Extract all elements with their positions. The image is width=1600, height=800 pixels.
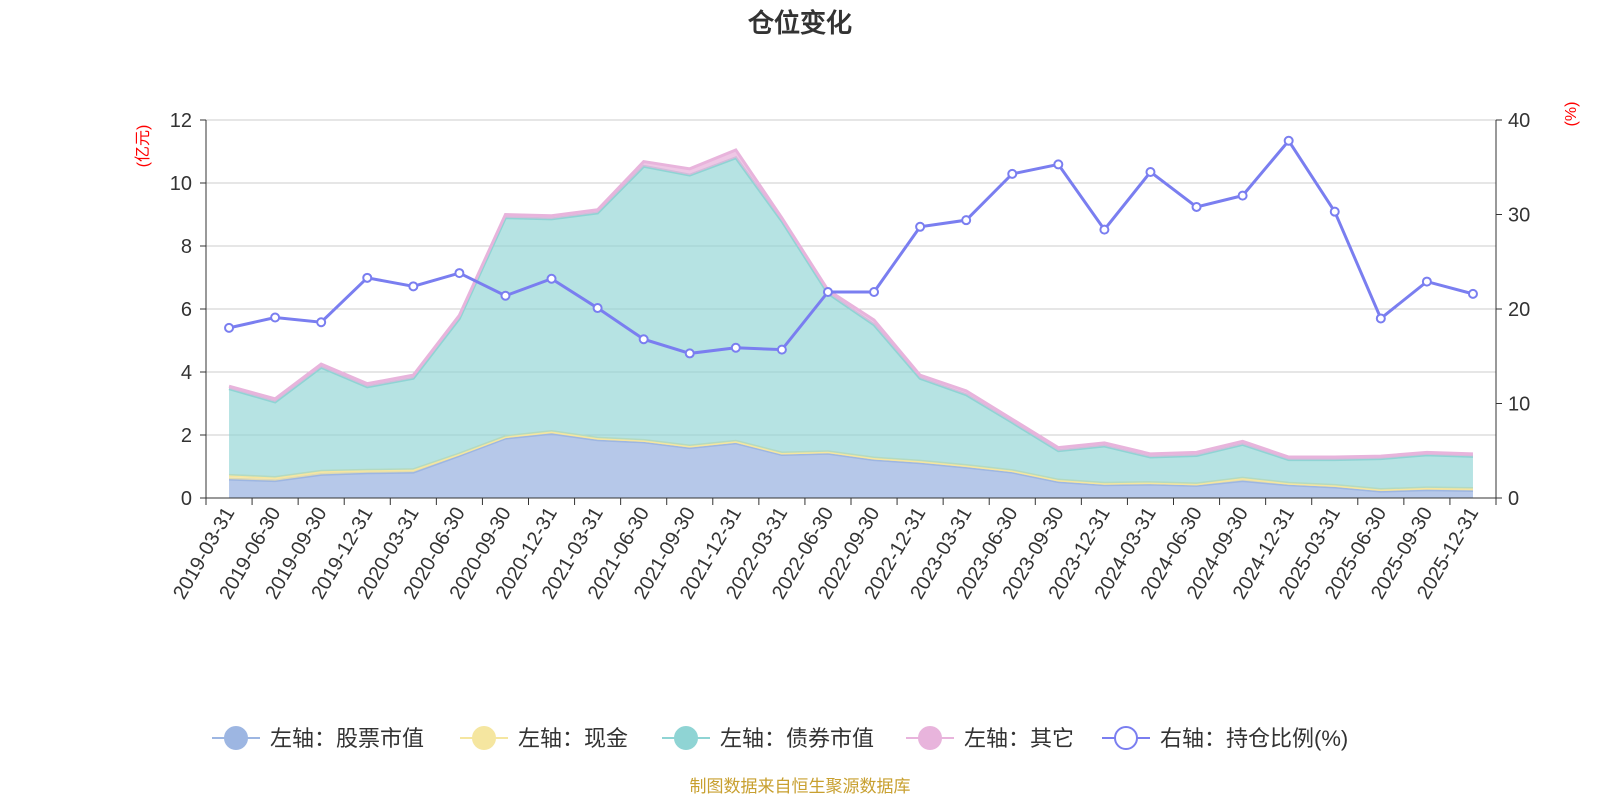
left-axis-unit: (亿元): [134, 125, 152, 168]
ratio-point-23: [1283, 135, 1294, 146]
legend-marker-3: [918, 726, 942, 750]
ratio-point-16: [961, 215, 972, 226]
ratio-point-6: [500, 290, 511, 301]
ratio-point-7: [546, 273, 557, 284]
line-series-ratio: [228, 138, 1474, 355]
legend-label-0: 左轴：股票市值: [270, 726, 424, 751]
ratio-point-3: [362, 272, 373, 283]
y-left-tick-label-0: 0: [181, 488, 192, 510]
line-series-group: [224, 135, 1478, 359]
y-right-tick-label-2: 20: [1508, 299, 1530, 321]
y-left-tick-label-5: 10: [170, 173, 192, 195]
area-series-group: [228, 148, 1474, 498]
legend: 左轴：股票市值 左轴：现金 左轴：债券市值 左轴：其它 右轴：持仓比例(%): [212, 726, 1348, 751]
ratio-point-2: [316, 317, 327, 328]
y-right-tick-label-1: 10: [1508, 394, 1530, 416]
chart-title: 仓位变化: [747, 8, 852, 38]
ratio-point-13: [822, 286, 833, 297]
legend-label-3: 左轴：其它: [964, 726, 1074, 751]
y-left-tick-label-3: 6: [181, 299, 192, 321]
ratio-point-21: [1191, 201, 1202, 212]
legend-marker-4: [1114, 726, 1138, 750]
area-series-0: [229, 433, 1473, 498]
ratio-point-5: [454, 268, 465, 279]
ratio-point-11: [730, 342, 741, 353]
ratio-point-8: [592, 303, 603, 314]
y-right-tick-label-4: 40: [1508, 110, 1530, 132]
ratio-point-18: [1053, 159, 1064, 170]
ratio-point-1: [270, 312, 281, 323]
ratio-point-26: [1421, 276, 1432, 287]
y-left-tick-label-4: 8: [181, 236, 192, 258]
ratio-point-17: [1007, 168, 1018, 179]
ratio-point-14: [869, 286, 880, 297]
ratio-point-9: [638, 334, 649, 345]
ratio-point-25: [1375, 313, 1386, 324]
ratio-point-22: [1237, 190, 1248, 201]
legend-marker-2: [674, 726, 698, 750]
legend-label-4: 右轴：持仓比例(%): [1160, 726, 1348, 751]
source-note: 制图数据来自恒生聚源数据库: [690, 777, 911, 796]
ratio-point-24: [1329, 206, 1340, 217]
legend-marker-1: [472, 726, 496, 750]
area-series-2: [229, 157, 1473, 490]
ratio-point-19: [1099, 224, 1110, 235]
y-right-tick-label-3: 30: [1508, 205, 1530, 227]
ratio-point-12: [776, 344, 787, 355]
y-right-tick-label-0: 0: [1508, 488, 1519, 510]
ratio-point-0: [224, 322, 235, 333]
y-left-tick-label-6: 12: [170, 110, 192, 132]
ratio-point-4: [408, 281, 419, 292]
ratio-point-15: [915, 221, 926, 232]
ratio-point-27: [1467, 288, 1478, 299]
legend-label-1: 左轴：现金: [518, 726, 628, 751]
ratio-point-20: [1145, 166, 1156, 177]
y-left-tick-label-2: 4: [181, 362, 192, 384]
legend-label-2: 左轴：债券市值: [720, 726, 874, 751]
ratio-point-10: [684, 348, 695, 359]
legend-marker-0: [224, 726, 248, 750]
y-left-tick-label-1: 2: [181, 425, 192, 447]
right-axis-unit: (%): [1563, 102, 1580, 127]
area-series-edge-3: [228, 148, 1474, 459]
